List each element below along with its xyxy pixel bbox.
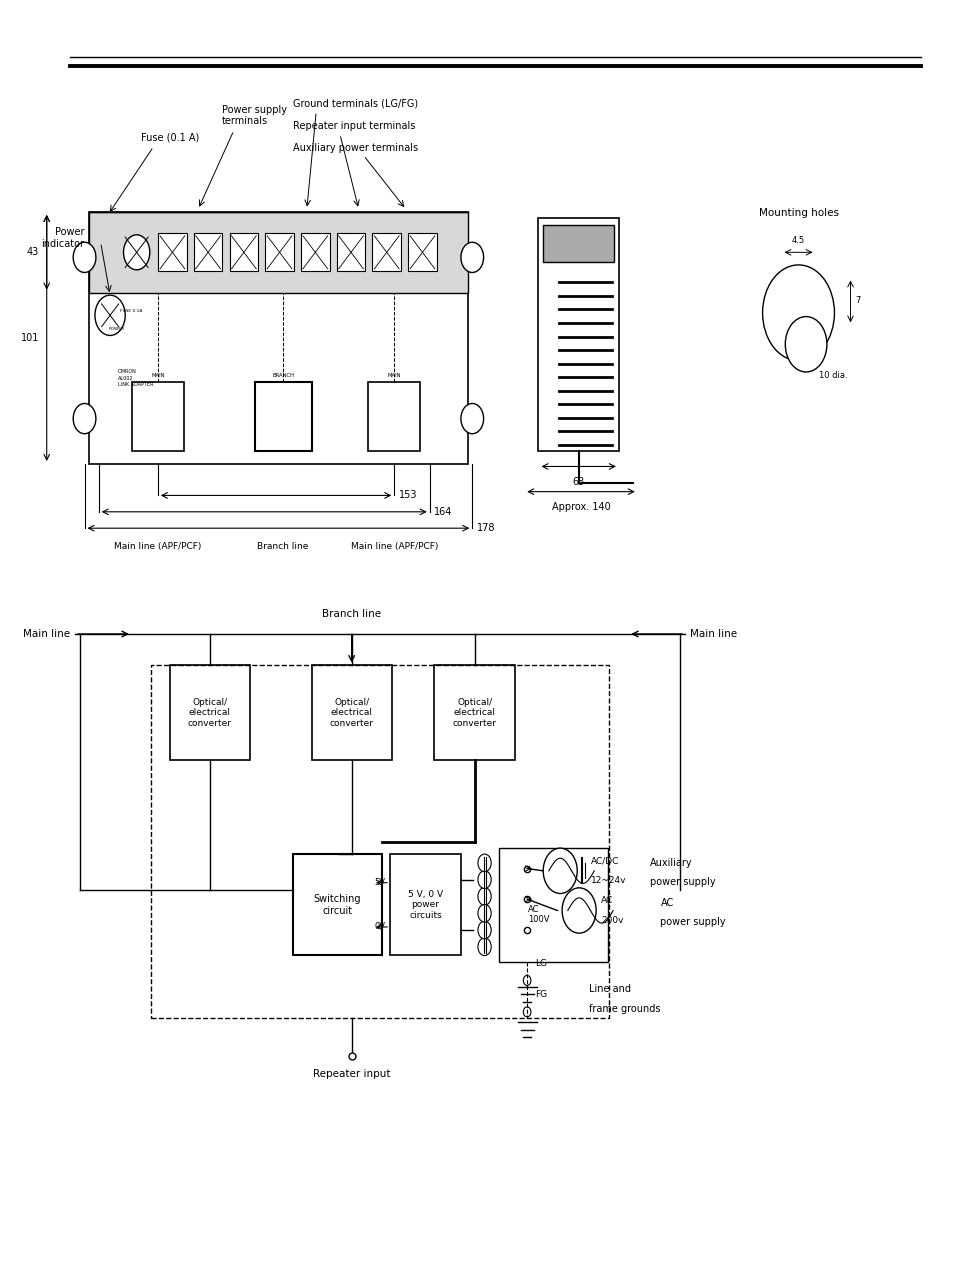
Bar bbox=[193, 233, 222, 271]
Text: MAIN: MAIN bbox=[387, 373, 400, 378]
Circle shape bbox=[477, 938, 491, 956]
Text: Power supply
terminals: Power supply terminals bbox=[221, 105, 286, 127]
Bar bbox=[336, 233, 365, 271]
Bar bbox=[312, 666, 392, 760]
Bar bbox=[408, 233, 436, 271]
Text: Main line: Main line bbox=[23, 629, 71, 639]
Text: 5V: 5V bbox=[374, 879, 385, 888]
Text: FG: FG bbox=[534, 990, 546, 999]
Bar bbox=[265, 233, 294, 271]
Text: 12~24v: 12~24v bbox=[590, 876, 625, 885]
Text: AC/DC: AC/DC bbox=[590, 856, 618, 865]
Circle shape bbox=[523, 975, 531, 985]
Text: Mounting holes: Mounting holes bbox=[758, 208, 838, 218]
Circle shape bbox=[477, 904, 491, 922]
Text: Line and: Line and bbox=[588, 984, 630, 994]
Text: LG: LG bbox=[534, 959, 546, 967]
Circle shape bbox=[73, 242, 96, 273]
Text: 63: 63 bbox=[572, 477, 584, 487]
Text: Optical/
electrical
converter: Optical/ electrical converter bbox=[188, 697, 232, 728]
Circle shape bbox=[561, 888, 596, 933]
Text: 178: 178 bbox=[476, 524, 495, 533]
Text: power supply: power supply bbox=[649, 877, 715, 888]
Text: 5 V, 0 V
power
circuits: 5 V, 0 V power circuits bbox=[408, 890, 442, 919]
Circle shape bbox=[460, 242, 483, 273]
Text: Power
indicator: Power indicator bbox=[42, 227, 85, 249]
Text: Repeater input terminals: Repeater input terminals bbox=[293, 122, 415, 132]
Bar bbox=[254, 382, 312, 451]
Circle shape bbox=[95, 295, 125, 336]
Text: power supply: power supply bbox=[659, 917, 725, 927]
Text: Auxiliary: Auxiliary bbox=[649, 858, 692, 869]
Bar bbox=[372, 233, 400, 271]
Text: Optical/
electrical
converter: Optical/ electrical converter bbox=[452, 697, 497, 728]
Text: AC
100V: AC 100V bbox=[528, 905, 549, 924]
Circle shape bbox=[477, 871, 491, 889]
Circle shape bbox=[477, 922, 491, 938]
Bar bbox=[390, 855, 460, 955]
Circle shape bbox=[73, 403, 96, 434]
Text: POWER: POWER bbox=[108, 327, 124, 331]
Text: AC: AC bbox=[600, 896, 613, 905]
Text: Ground terminals (LG/FG): Ground terminals (LG/FG) bbox=[293, 99, 417, 109]
Text: 101: 101 bbox=[21, 333, 39, 342]
Text: Branch line: Branch line bbox=[257, 541, 309, 552]
Text: frame grounds: frame grounds bbox=[588, 1004, 659, 1014]
Text: OMRON
AL002
LINK ADAPTER: OMRON AL002 LINK ADAPTER bbox=[117, 369, 153, 387]
Circle shape bbox=[477, 888, 491, 905]
Bar bbox=[498, 848, 607, 961]
Bar bbox=[151, 666, 609, 1018]
Bar bbox=[537, 218, 618, 451]
Bar bbox=[90, 212, 467, 464]
Bar bbox=[434, 666, 515, 760]
Text: 4.5: 4.5 bbox=[791, 236, 804, 245]
Bar bbox=[170, 666, 250, 760]
Text: Switching
circuit: Switching circuit bbox=[314, 894, 361, 915]
Text: Repeater input: Repeater input bbox=[313, 1069, 390, 1079]
Bar bbox=[158, 233, 187, 271]
Circle shape bbox=[460, 403, 483, 434]
Bar bbox=[230, 233, 258, 271]
Text: 10 dia.: 10 dia. bbox=[819, 372, 847, 380]
Text: 153: 153 bbox=[398, 491, 417, 501]
Text: BRANCH: BRANCH bbox=[272, 373, 294, 378]
Circle shape bbox=[542, 848, 577, 894]
Bar bbox=[368, 382, 420, 451]
Circle shape bbox=[784, 317, 826, 372]
Text: AC: AC bbox=[659, 898, 673, 908]
Circle shape bbox=[523, 1007, 531, 1017]
Text: 7: 7 bbox=[855, 295, 860, 304]
Text: Fuse (0.1 A): Fuse (0.1 A) bbox=[141, 133, 199, 143]
Text: 43: 43 bbox=[27, 247, 39, 257]
Bar bbox=[90, 212, 467, 293]
Text: Main line (APF/PCF): Main line (APF/PCF) bbox=[350, 541, 437, 552]
Text: Branch line: Branch line bbox=[322, 609, 381, 619]
Text: 200v: 200v bbox=[600, 915, 622, 926]
Text: FUSE 0.1A: FUSE 0.1A bbox=[119, 308, 142, 312]
Text: Optical/
electrical
converter: Optical/ electrical converter bbox=[330, 697, 374, 728]
Bar bbox=[542, 224, 614, 262]
Text: 0V: 0V bbox=[374, 923, 385, 932]
Bar bbox=[132, 382, 184, 451]
Text: MAIN: MAIN bbox=[151, 373, 165, 378]
Bar bbox=[293, 855, 382, 955]
Circle shape bbox=[761, 265, 834, 360]
Text: Main line: Main line bbox=[689, 629, 736, 639]
Text: 164: 164 bbox=[434, 507, 453, 517]
Bar bbox=[301, 233, 329, 271]
Text: Auxiliary power terminals: Auxiliary power terminals bbox=[293, 143, 417, 153]
Circle shape bbox=[477, 855, 491, 871]
Circle shape bbox=[123, 235, 150, 270]
Text: Main line (APF/PCF): Main line (APF/PCF) bbox=[114, 541, 201, 552]
Text: Approx. 140: Approx. 140 bbox=[551, 502, 610, 512]
